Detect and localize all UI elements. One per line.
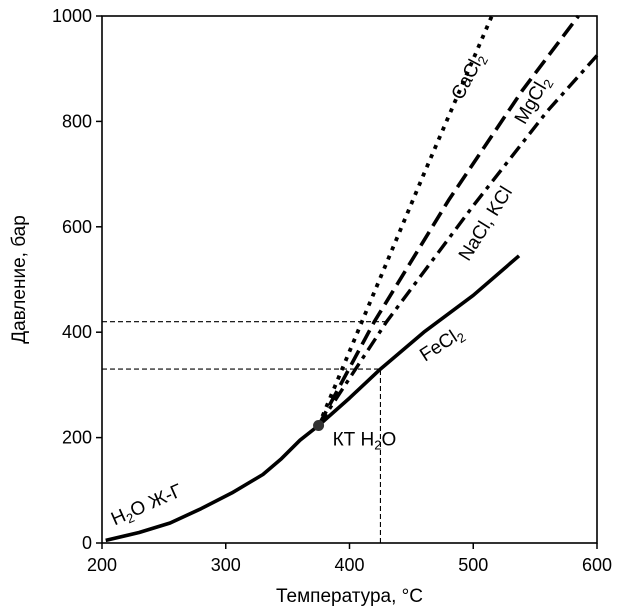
x-tick-label: 500	[458, 555, 488, 575]
series-line-4	[316, 15, 494, 427]
critical-point-label-sub: 2	[374, 437, 381, 452]
annotations: H2O Ж-Г FeCl2 NaCl, KCl MgCl2 CaCl2	[108, 50, 557, 532]
y-tick-label: 800	[62, 111, 92, 131]
annotation-h2o: H2O Ж-Г	[108, 480, 186, 532]
critical-point-label: КТ H2O	[333, 429, 397, 452]
x-tick-label: 400	[334, 555, 364, 575]
y-tick-label: 1000	[52, 6, 92, 26]
series-line-3	[317, 14, 580, 427]
annotation-cacl2: CaCl2	[448, 50, 492, 104]
annotation-fecl2: FeCl2	[416, 323, 468, 368]
critical-point-label-text: КТ H	[333, 429, 375, 450]
y-tick-label: 600	[62, 217, 92, 237]
y-tick-label: 200	[62, 428, 92, 448]
annotation-mgcl2: MgCl2	[511, 73, 557, 129]
critical-point-label-tail: O	[381, 429, 396, 450]
x-axis-label: Температура, °C	[276, 586, 423, 607]
x-tick-label: 600	[582, 555, 612, 575]
critical-point-marker	[313, 419, 325, 431]
series-line-2	[317, 54, 599, 427]
x-tick-label: 200	[87, 555, 117, 575]
x-tick-label: 300	[211, 555, 241, 575]
y-tick-label: 0	[82, 533, 92, 553]
reference-lines	[102, 321, 387, 543]
series-line-0	[105, 424, 320, 543]
y-axis-label: Давление, бар	[9, 215, 30, 344]
series-line-1	[317, 254, 521, 427]
y-tick-label: 400	[62, 322, 92, 342]
series-layer	[105, 14, 599, 543]
annotation-nacl: NaCl, KCl	[455, 183, 517, 265]
